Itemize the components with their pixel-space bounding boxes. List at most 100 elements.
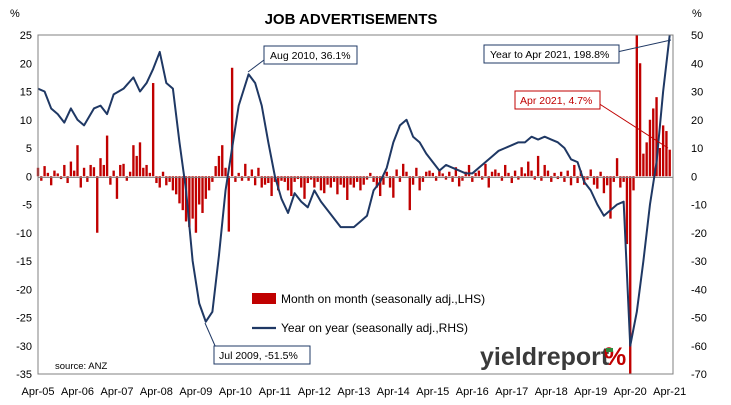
bar — [355, 176, 359, 182]
left-tick-label: 20 — [20, 58, 32, 70]
bar — [280, 176, 283, 181]
bar — [293, 176, 296, 182]
bar — [69, 161, 73, 177]
x-tick-label: Apr-18 — [535, 386, 568, 398]
left-tick-label: -5 — [22, 200, 32, 212]
left-tick-label: 0 — [26, 171, 32, 183]
bar — [523, 173, 527, 177]
bar — [411, 176, 415, 185]
bar — [155, 176, 158, 184]
annotation-year-to-apr-2021: Year to Apr 2021, 198.8% — [483, 39, 672, 64]
left-tick-label: 5 — [26, 143, 32, 155]
bar — [457, 176, 461, 187]
left-tick-label: 15 — [20, 87, 32, 99]
right-tick-label: -10 — [691, 200, 707, 212]
bar — [63, 164, 66, 177]
bar — [382, 176, 385, 185]
bar — [306, 176, 309, 184]
bar — [497, 172, 500, 177]
left-tick-label: -30 — [16, 341, 32, 353]
bar — [92, 167, 96, 177]
annotation-leader — [204, 322, 217, 349]
bar — [165, 176, 168, 186]
bar — [145, 164, 148, 177]
annotation-box — [263, 45, 358, 65]
bar — [444, 176, 448, 180]
bar — [638, 63, 642, 177]
annotation-leader — [247, 59, 265, 73]
bar — [267, 176, 270, 184]
x-tick-label: Apr-15 — [416, 386, 449, 398]
bar — [181, 176, 184, 211]
bar — [658, 148, 662, 177]
bar — [635, 35, 638, 177]
bar — [477, 170, 481, 177]
legend-item-year-on-year: Year on year (seasonally adj.,RHS) — [252, 321, 468, 335]
bar — [533, 176, 536, 180]
annotation-label: Apr 2021, 4.7% — [520, 95, 592, 107]
bar — [40, 176, 43, 181]
annotation-aug-2010: Aug 2010, 36.1% — [247, 45, 358, 73]
right-tick-label: 20 — [691, 115, 703, 127]
bar — [323, 176, 326, 194]
bar — [454, 167, 458, 177]
bar — [668, 149, 671, 177]
bar — [188, 176, 191, 228]
right-axis-unit: % — [692, 8, 702, 20]
bar — [395, 169, 398, 177]
bar — [385, 171, 388, 177]
x-tick-label: Apr-08 — [140, 386, 173, 398]
bar — [359, 176, 362, 191]
bar — [408, 176, 411, 211]
bar — [43, 166, 46, 177]
bar — [53, 170, 56, 177]
bar — [586, 176, 589, 180]
bar — [451, 176, 454, 182]
left-tick-label: -15 — [16, 256, 32, 268]
bar — [606, 176, 609, 186]
right-tick-label: -60 — [691, 341, 707, 353]
bar — [490, 171, 494, 177]
bar — [237, 172, 240, 177]
bar — [66, 176, 69, 184]
x-tick-label: Apr-14 — [377, 386, 410, 398]
bar — [135, 155, 138, 177]
bar — [471, 176, 474, 182]
annotation-leader — [616, 39, 672, 53]
legend: Month on month (seasonally adj.,LHS) Yea… — [252, 292, 485, 335]
x-tick-label: Apr-19 — [574, 386, 607, 398]
bar — [596, 176, 599, 189]
bar — [309, 176, 313, 180]
bar — [204, 176, 207, 199]
bar — [421, 176, 425, 182]
bar — [520, 167, 523, 177]
bar — [599, 171, 602, 177]
bar — [250, 169, 254, 177]
bar — [277, 176, 280, 191]
annotation-label: Aug 2010, 36.1% — [270, 50, 351, 62]
bar — [474, 172, 477, 177]
left-tick-label: -10 — [16, 228, 32, 240]
right-tick-label: 10 — [691, 143, 703, 155]
bar — [487, 176, 490, 188]
bar — [230, 67, 234, 177]
bar — [112, 170, 115, 177]
bar — [645, 142, 648, 177]
bar — [125, 176, 129, 181]
bar — [329, 176, 333, 188]
bar — [405, 171, 408, 177]
x-tick-label: Apr-09 — [179, 386, 212, 398]
bar — [73, 170, 76, 177]
bar — [461, 176, 464, 181]
right-tick-label: 0 — [691, 171, 697, 183]
bar — [290, 176, 293, 197]
bar — [415, 167, 418, 177]
bar — [76, 145, 79, 177]
bar — [448, 171, 451, 177]
plot-frame — [37, 34, 674, 375]
legend-label: Year on year (seasonally adj.,RHS) — [281, 321, 468, 335]
bar — [207, 176, 211, 191]
right-tick-label: 30 — [691, 87, 703, 99]
bar — [642, 153, 645, 177]
